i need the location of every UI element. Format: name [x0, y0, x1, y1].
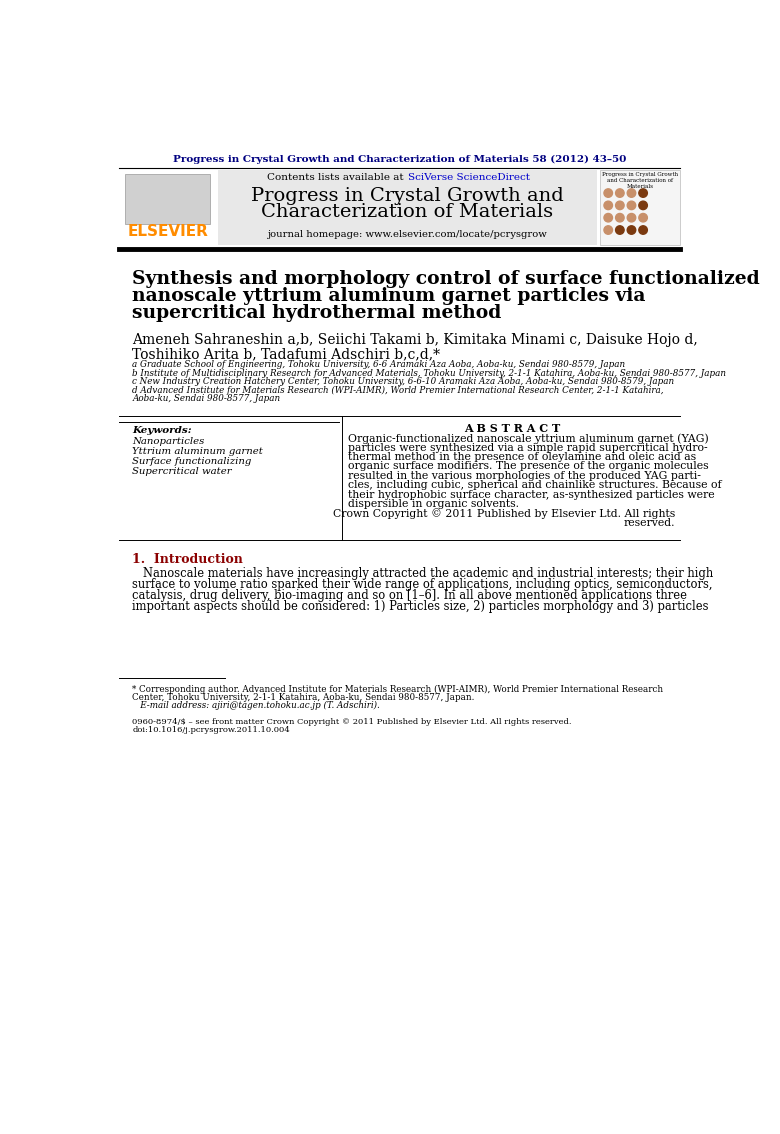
FancyBboxPatch shape	[218, 170, 597, 245]
FancyBboxPatch shape	[600, 170, 680, 245]
Text: Surface functionalizing: Surface functionalizing	[133, 457, 252, 466]
Text: Toshihiko Arita b, Tadafumi Adschiri b,c,d,*: Toshihiko Arita b, Tadafumi Adschiri b,c…	[133, 347, 441, 361]
Text: 0960-8974/$ – see front matter Crown Copyright © 2011 Published by Elsevier Ltd.: 0960-8974/$ – see front matter Crown Cop…	[133, 718, 572, 726]
Circle shape	[639, 213, 647, 222]
Text: Nanoscale materials have increasingly attracted the academic and industrial inte: Nanoscale materials have increasingly at…	[133, 567, 714, 581]
Text: 1.  Introduction: 1. Introduction	[133, 552, 243, 566]
Text: * Corresponding author. Advanced Institute for Materials Research (WPI-AIMR), Wo: * Corresponding author. Advanced Institu…	[133, 685, 664, 694]
Text: Contents lists available at: Contents lists available at	[267, 174, 406, 183]
Circle shape	[615, 213, 624, 222]
FancyBboxPatch shape	[119, 170, 216, 245]
Text: Supercritical water: Supercritical water	[133, 467, 232, 476]
Circle shape	[615, 226, 624, 235]
Text: doi:10.1016/j.pcrysgrow.2011.10.004: doi:10.1016/j.pcrysgrow.2011.10.004	[133, 726, 290, 734]
Text: A B S T R A C T: A B S T R A C T	[464, 423, 560, 433]
Circle shape	[627, 201, 636, 210]
Text: important aspects should be considered: 1) Particles size, 2) particles morpholo: important aspects should be considered: …	[133, 600, 709, 612]
Circle shape	[639, 226, 647, 235]
Text: nanoscale yttrium aluminum garnet particles via: nanoscale yttrium aluminum garnet partic…	[133, 287, 646, 305]
Text: catalysis, drug delivery, bio-imaging and so on [1–6]. In all above mentioned ap: catalysis, drug delivery, bio-imaging an…	[133, 589, 687, 602]
Text: their hydrophobic surface character, as-synthesized particles were: their hydrophobic surface character, as-…	[348, 490, 714, 500]
Text: Organic-functionalized nanoscale yttrium aluminum garnet (YAG): Organic-functionalized nanoscale yttrium…	[348, 433, 708, 443]
Text: reserved.: reserved.	[623, 518, 675, 527]
FancyBboxPatch shape	[125, 174, 210, 223]
Text: Ameneh Sahraneshin a,b, Seiichi Takami b, Kimitaka Minami c, Daisuke Hojo d,: Ameneh Sahraneshin a,b, Seiichi Takami b…	[133, 333, 698, 347]
Text: supercritical hydrothermal method: supercritical hydrothermal method	[133, 304, 502, 322]
Circle shape	[604, 213, 612, 222]
Circle shape	[627, 189, 636, 197]
Text: Yttrium aluminum garnet: Yttrium aluminum garnet	[133, 447, 264, 456]
Circle shape	[639, 201, 647, 210]
Text: resulted in the various morphologies of the produced YAG parti-: resulted in the various morphologies of …	[348, 471, 700, 481]
Text: a Graduate School of Engineering, Tohoku University, 6-6 Aramaki Aza Aoba, Aoba-: a Graduate School of Engineering, Tohoku…	[133, 361, 626, 370]
Text: b Institute of Multidisciplinary Research for Advanced Materials, Tohoku Univers: b Institute of Multidisciplinary Researc…	[133, 369, 726, 378]
Text: c New Industry Creation Hatchery Center, Tohoku University, 6-6-10 Aramaki Aza A: c New Industry Creation Hatchery Center,…	[133, 378, 675, 386]
Text: cles, including cubic, spherical and chainlike structures. Because of: cles, including cubic, spherical and cha…	[348, 481, 722, 490]
Text: surface to volume ratio sparked their wide range of applications, including opti: surface to volume ratio sparked their wi…	[133, 578, 713, 591]
Text: d Advanced Institute for Materials Research (WPI-AIMR), World Premier Internatio: d Advanced Institute for Materials Resea…	[133, 386, 664, 395]
Text: journal homepage: www.elsevier.com/locate/pcrysgrow: journal homepage: www.elsevier.com/locat…	[268, 230, 548, 239]
Text: SciVerse ScienceDirect: SciVerse ScienceDirect	[407, 174, 530, 183]
Circle shape	[604, 189, 612, 197]
Text: Progress in Crystal Growth and Characterization of Materials 58 (2012) 43–50: Progress in Crystal Growth and Character…	[173, 154, 626, 163]
Text: Synthesis and morphology control of surface functionalized: Synthesis and morphology control of surf…	[133, 270, 760, 288]
Circle shape	[604, 201, 612, 210]
Text: Characterization of Materials: Characterization of Materials	[261, 203, 554, 221]
Text: dispersible in organic solvents.: dispersible in organic solvents.	[348, 499, 519, 509]
Circle shape	[615, 189, 624, 197]
Text: Progress in Crystal Growth and: Progress in Crystal Growth and	[251, 187, 564, 205]
Circle shape	[604, 226, 612, 235]
Text: thermal method in the presence of oleylamine and oleic acid as: thermal method in the presence of oleyla…	[348, 452, 696, 462]
Circle shape	[639, 189, 647, 197]
Text: ELSEVIER: ELSEVIER	[128, 225, 208, 239]
Text: particles were synthesized via a simple rapid supercritical hydro-: particles were synthesized via a simple …	[348, 442, 707, 452]
Circle shape	[627, 213, 636, 222]
Text: E-mail address: ajiri@tagen.tohoku.ac.jp (T. Adschiri).: E-mail address: ajiri@tagen.tohoku.ac.jp…	[133, 701, 380, 710]
Text: Center, Tohoku University, 2-1-1 Katahira, Aoba-ku, Sendai 980-8577, Japan.: Center, Tohoku University, 2-1-1 Katahir…	[133, 693, 475, 702]
Text: Nanoparticles: Nanoparticles	[133, 437, 204, 446]
Text: Progress in Crystal Growth
and Characterization of
Materials: Progress in Crystal Growth and Character…	[602, 172, 678, 189]
Text: Keywords:: Keywords:	[133, 426, 192, 435]
Text: Crown Copyright © 2011 Published by Elsevier Ltd. All rights: Crown Copyright © 2011 Published by Else…	[332, 508, 675, 519]
Text: Aoba-ku, Sendai 980-8577, Japan: Aoba-ku, Sendai 980-8577, Japan	[133, 393, 281, 403]
Text: organic surface modifiers. The presence of the organic molecules: organic surface modifiers. The presence …	[348, 462, 708, 472]
Circle shape	[615, 201, 624, 210]
Circle shape	[627, 226, 636, 235]
